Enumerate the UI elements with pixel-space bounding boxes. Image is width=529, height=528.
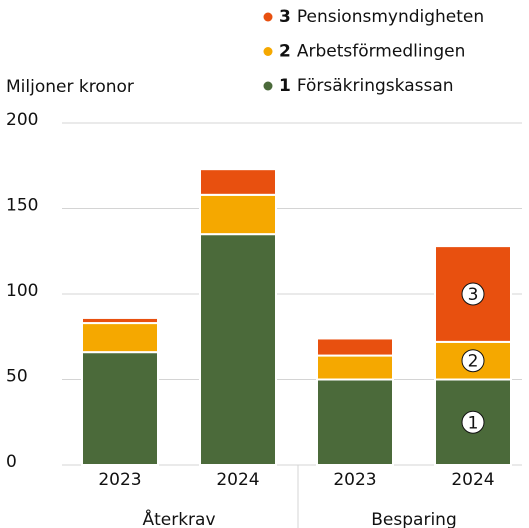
y-tick-label: 200 bbox=[6, 110, 38, 130]
legend-swatch bbox=[263, 12, 273, 22]
segment-badge-label: 3 bbox=[468, 285, 479, 305]
bar-segment bbox=[199, 193, 277, 236]
x-tick-label: 2023 bbox=[333, 470, 376, 490]
y-axis-label: Miljoner kronor bbox=[6, 77, 134, 97]
bar-segment bbox=[81, 322, 159, 354]
bar-segment bbox=[199, 168, 277, 196]
segment-badge bbox=[461, 282, 485, 306]
legend-name: Försäkringskassan bbox=[297, 76, 454, 96]
bar-segment bbox=[316, 337, 394, 357]
x-tick-label: 2024 bbox=[216, 470, 259, 490]
segment-badge-label: 1 bbox=[468, 413, 479, 433]
group-label: Besparing bbox=[371, 510, 456, 528]
x-tick-label: 2024 bbox=[451, 470, 494, 490]
y-tick-label: 100 bbox=[6, 281, 38, 301]
segment-badge bbox=[461, 349, 485, 373]
legend-number: 3 bbox=[279, 7, 291, 27]
legend-number: 1 bbox=[279, 76, 291, 96]
y-tick-label: 150 bbox=[6, 196, 38, 216]
segment-badge bbox=[461, 410, 485, 434]
x-tick-label: 2023 bbox=[98, 470, 141, 490]
y-tick-label: 0 bbox=[6, 452, 17, 472]
bar-segment bbox=[434, 378, 512, 466]
legend-label: 2 Arbetsförmedlingen bbox=[279, 42, 465, 62]
segment-badge-label: 2 bbox=[468, 352, 479, 372]
legend-name: Arbetsförmedlingen bbox=[297, 42, 466, 62]
bar-segment bbox=[434, 245, 512, 343]
y-tick-label: 50 bbox=[6, 367, 28, 387]
bar-segment bbox=[316, 378, 394, 466]
bar-segment bbox=[81, 316, 159, 325]
legend-label: 1 Försäkringskassan bbox=[279, 76, 454, 96]
legend-swatch bbox=[263, 47, 273, 56]
legend-name: Pensionsmyndigheten bbox=[297, 7, 484, 27]
legend-number: 2 bbox=[279, 42, 291, 62]
legend-swatch bbox=[263, 81, 273, 91]
bar-segment bbox=[81, 351, 159, 467]
legend-label: 3 Pensionsmyndigheten bbox=[279, 7, 484, 27]
group-label: Återkrav bbox=[142, 508, 215, 528]
bar-segment bbox=[316, 354, 394, 381]
bar-segment bbox=[199, 233, 277, 466]
